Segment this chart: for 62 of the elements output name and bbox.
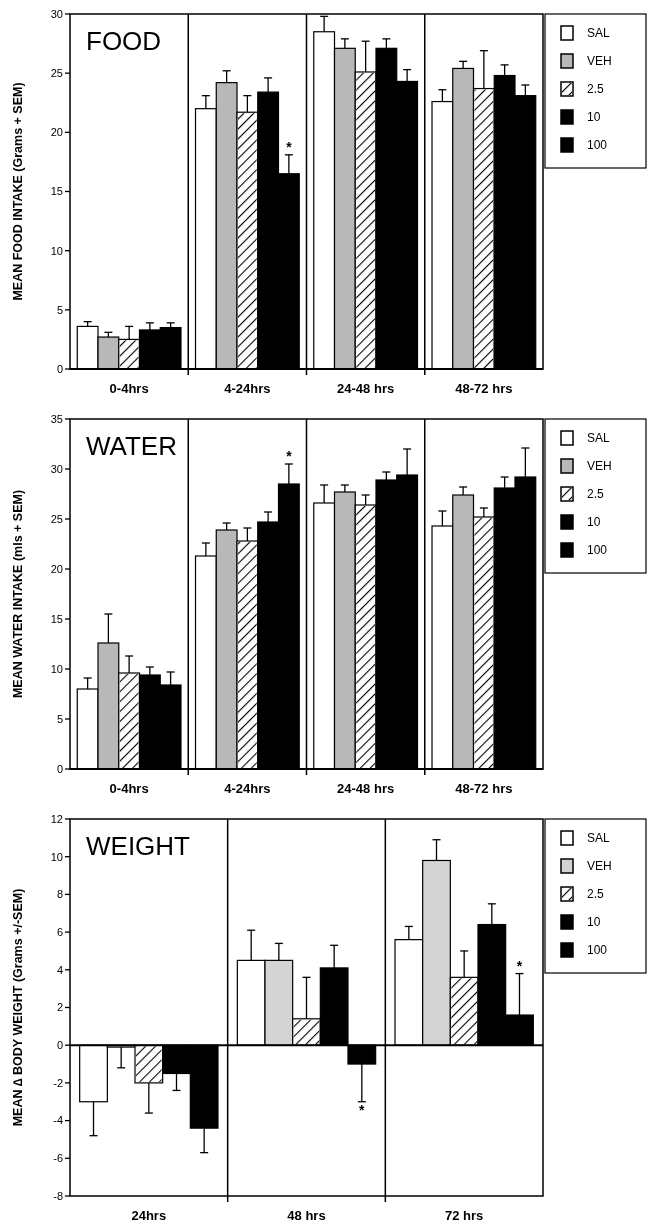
y-tick-label: 0 xyxy=(56,1039,63,1052)
legend-label: 100 xyxy=(587,138,608,153)
x-tick-label: 24hrs xyxy=(131,1208,167,1223)
x-tick-label: 4-24hrs xyxy=(224,781,271,796)
data-label: * xyxy=(286,448,293,464)
y-tick-label: 25 xyxy=(50,67,63,80)
x-tick-label: 48-72 hrs xyxy=(455,781,513,796)
x-tick-label: 24-48 hrs xyxy=(337,781,395,796)
y-tick-label: 30 xyxy=(50,462,63,475)
text: FOOD xyxy=(86,26,162,56)
y-tick-label: 35 xyxy=(50,412,63,425)
x-tick-label: 4-24hrs xyxy=(224,381,271,396)
x-tick-label: 0-4hrs xyxy=(109,381,149,396)
y-tick-label: -6 xyxy=(53,1152,63,1165)
y-tick-label: 12 xyxy=(50,812,63,825)
y-tick-label: 0 xyxy=(56,362,63,375)
legend-label: VEH xyxy=(587,459,612,474)
y-tick-label: 25 xyxy=(50,512,63,525)
y-tick-label: 6 xyxy=(56,925,63,938)
legend-label: VEH xyxy=(587,54,612,69)
legend-label: 2.5 xyxy=(587,887,605,902)
x-tick-label: 24-48 hrs xyxy=(337,381,395,396)
y-tick-label: 30 xyxy=(50,7,63,20)
y-tick-label: 10 xyxy=(50,850,63,863)
y-tick-label: 5 xyxy=(56,712,63,725)
y-axis-title: MEAN FOOD INTAKE (Grams + SEM) xyxy=(11,82,25,301)
legend-label: 2.5 xyxy=(587,82,605,97)
x-tick-label: 72 hrs xyxy=(445,1208,484,1223)
x-tick-label: 48-72 hrs xyxy=(455,381,513,396)
y-tick-label: 2 xyxy=(56,1001,63,1014)
legend-label: SAL xyxy=(587,431,611,446)
y-axis-title: MEAN WATER INTAKE (mls + SEM) xyxy=(11,489,25,699)
y-axis-title: MEAN ∆ BODY WEIGHT (Grams +/-SEM) xyxy=(11,888,25,1127)
y-tick-label: 8 xyxy=(56,888,63,901)
legend-label: SAL xyxy=(587,831,611,846)
data-label: * xyxy=(286,138,293,155)
legend-label: 100 xyxy=(587,943,608,958)
y-tick-label: -8 xyxy=(53,1189,63,1202)
y-tick-label: 10 xyxy=(50,662,63,675)
y-tick-label: 15 xyxy=(50,185,63,198)
y-tick-label: 4 xyxy=(56,963,63,976)
y-tick-label: 20 xyxy=(50,562,63,575)
legend-label: 10 xyxy=(587,915,601,930)
legend-label: 100 xyxy=(587,543,608,558)
legend-label: VEH xyxy=(587,859,612,874)
legend-label: 10 xyxy=(587,515,601,530)
y-tick-label: -2 xyxy=(53,1076,63,1089)
y-tick-label: 0 xyxy=(56,762,63,775)
text: WATER xyxy=(86,431,177,461)
x-tick-label: 0-4hrs xyxy=(109,781,149,796)
y-tick-label: 10 xyxy=(50,244,63,257)
x-tick-label: 48 hrs xyxy=(287,1208,326,1223)
y-tick-label: 15 xyxy=(50,612,63,625)
y-tick-label: 5 xyxy=(56,303,63,316)
y-tick-label: 20 xyxy=(50,126,63,139)
legend-label: 2.5 xyxy=(587,487,605,502)
legend-label: 10 xyxy=(587,110,601,125)
legend-label: SAL xyxy=(587,26,611,41)
text: WEIGHT xyxy=(86,831,191,861)
data-label: * xyxy=(359,1101,366,1118)
y-tick-label: -4 xyxy=(53,1114,63,1127)
data-label: * xyxy=(516,957,523,974)
